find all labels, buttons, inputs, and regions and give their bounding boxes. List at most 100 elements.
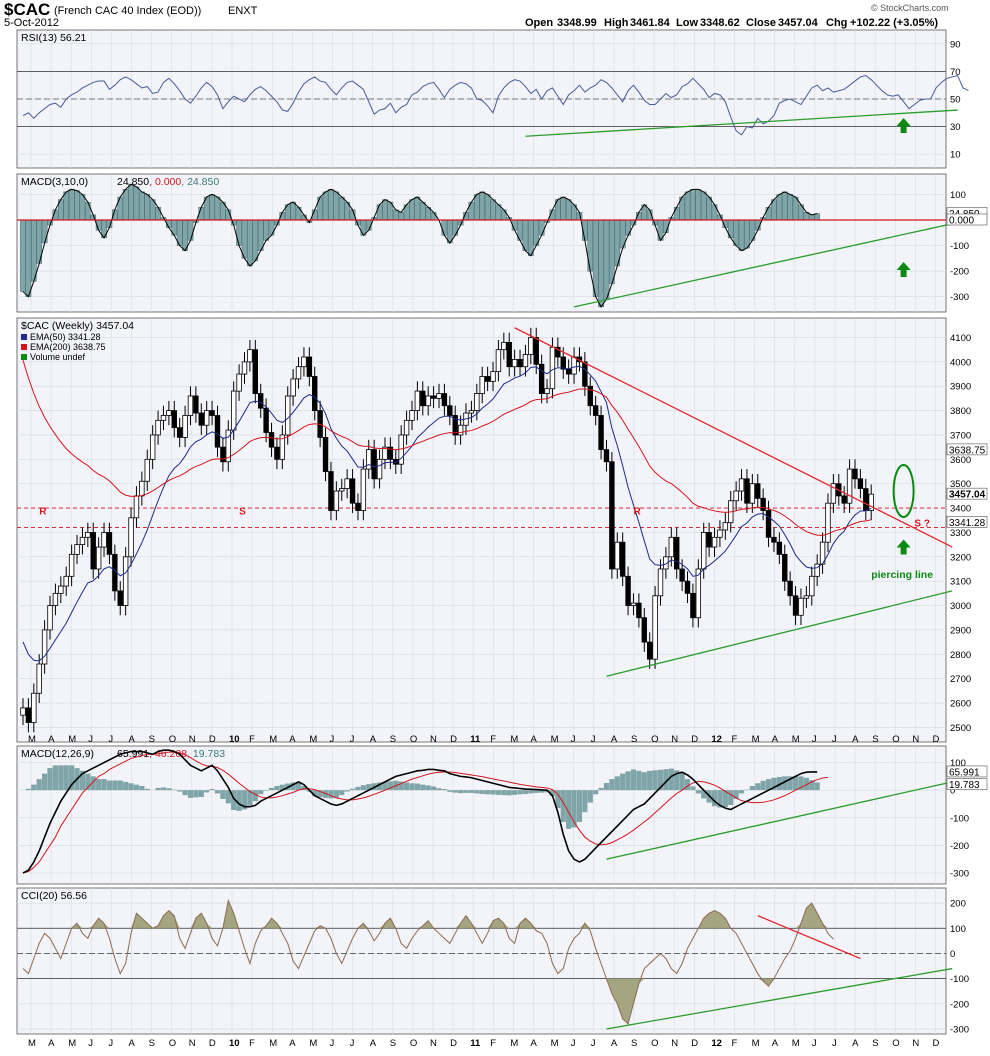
candle-down (393, 458, 399, 465)
x-tick-label: J (350, 1038, 355, 1049)
histogram-bar (744, 219, 750, 249)
x-tick-label: J (832, 1038, 837, 1049)
y-tick-label: 70 (950, 67, 961, 78)
candle-up (425, 395, 431, 407)
x-tick-label: A (772, 734, 779, 745)
candle-down (852, 468, 858, 480)
histogram-bar (247, 219, 253, 267)
histogram-bar (117, 780, 123, 791)
y-tick-label: 3400 (950, 504, 971, 515)
histogram-bar (555, 790, 561, 809)
x-tick-label: 10 (229, 1038, 240, 1049)
candle-up (68, 553, 75, 577)
histogram-bar (733, 790, 739, 799)
candle-down (198, 412, 204, 426)
x-tick-label: O (651, 734, 658, 745)
x-tick-label: J (330, 1038, 335, 1049)
histogram-bar (31, 784, 37, 791)
y-tick-label: 4000 (950, 357, 971, 368)
histogram-bar (609, 779, 615, 791)
candle-down (776, 541, 783, 555)
candle-down (306, 356, 313, 377)
chg-value: +102.22 (+3.05%) (850, 17, 938, 29)
histogram-bar (63, 765, 69, 791)
y-tick-label: -300 (950, 1024, 969, 1035)
histogram-bar (474, 790, 480, 794)
histogram-bar (20, 219, 26, 292)
annotation: R (633, 507, 641, 518)
candle-down (619, 541, 626, 577)
candle-up (236, 373, 242, 392)
histogram-bar (566, 790, 572, 829)
histogram-bar (155, 787, 161, 791)
histogram-bar (587, 790, 593, 803)
index-name: (French CAC 40 Index (EOD)) (54, 5, 201, 17)
candle-down (565, 368, 572, 375)
x-tick-label: M (792, 734, 800, 745)
histogram-bar (598, 219, 604, 308)
candle-down (679, 568, 685, 582)
x-tick-label: 10 (229, 734, 240, 745)
histogram-bar (58, 765, 64, 791)
candle-up (58, 585, 64, 594)
histogram-bar (193, 790, 199, 798)
histogram-bar (603, 219, 610, 300)
candle-down (258, 393, 264, 409)
x-tick-label: A (611, 1038, 618, 1049)
chg-label: Chg (826, 17, 847, 29)
histogram-bar (241, 790, 248, 810)
x-tick-label: O (651, 1038, 658, 1049)
legend-swatch (21, 354, 27, 360)
candle-down (684, 580, 691, 594)
candle-up (128, 517, 134, 558)
histogram-bar (128, 783, 134, 791)
candle-down (322, 437, 329, 472)
histogram-bar (376, 204, 383, 221)
y-tick-label: 3300 (950, 528, 971, 539)
histogram-bar (414, 783, 420, 791)
histogram-bar (333, 191, 340, 221)
x-tick-label: S (390, 1038, 396, 1049)
histogram-bar (52, 765, 59, 791)
y-tick-label: 3700 (950, 430, 971, 441)
candle-down (771, 536, 777, 543)
histogram-bar (101, 779, 107, 791)
x-tick-label: M (269, 734, 277, 745)
candle-up (733, 490, 739, 502)
x-tick-label: M (752, 734, 760, 745)
candle-up (809, 575, 815, 597)
histogram-bar (177, 790, 183, 792)
candle-up (133, 495, 140, 519)
histogram-bar (403, 782, 410, 791)
candle-up (182, 415, 188, 438)
current-value-label: 3341.28 (949, 518, 986, 529)
y-tick-label: 3000 (950, 601, 971, 612)
x-tick-label: M (510, 1038, 518, 1049)
histogram-bar (814, 213, 820, 221)
histogram-bar (68, 189, 75, 221)
x-tick-label: M (551, 734, 559, 745)
histogram-bar (436, 788, 442, 791)
candle-down (214, 415, 221, 448)
candle-up (695, 568, 702, 619)
histogram-bar (344, 790, 350, 792)
current-value-label: 0.000 (949, 216, 974, 227)
x-tick-label: D (450, 1038, 457, 1049)
histogram-bar (290, 782, 296, 791)
y-tick-label: 2600 (950, 699, 971, 710)
histogram-bar (479, 191, 486, 221)
candle-up (333, 490, 340, 511)
x-tick-label: J (591, 1038, 596, 1049)
annotation: R (39, 507, 47, 518)
histogram-bar (625, 219, 631, 236)
histogram-bar (636, 770, 642, 791)
panel-cci: -300 -200 -100 0 100 200 CCI(20) 56.56 (16, 887, 969, 1035)
candle-up (652, 595, 658, 660)
ema200-line (22, 360, 872, 536)
candle-down (349, 478, 356, 504)
cci-overbought-fill (23, 900, 834, 929)
candle-down (387, 446, 394, 460)
histogram-bar (382, 781, 388, 791)
